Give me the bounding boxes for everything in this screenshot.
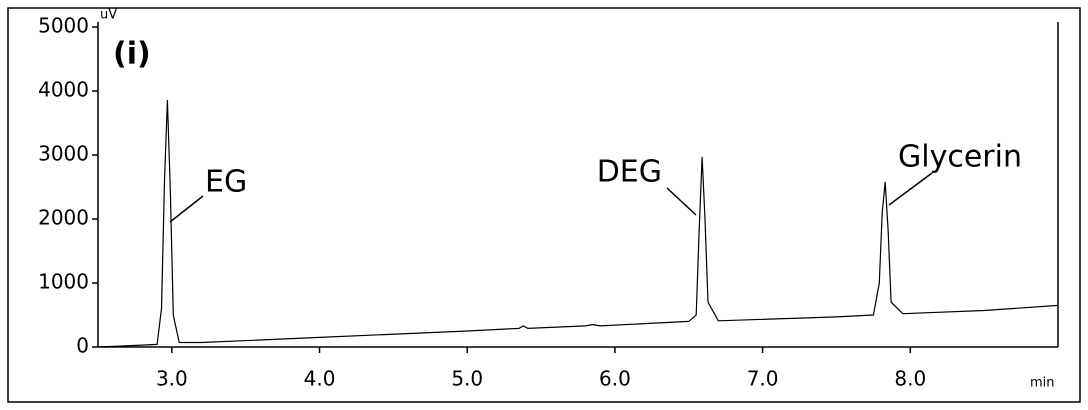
x-tick-label: 3.0 — [156, 367, 188, 391]
trace — [97, 99, 1059, 348]
annotation-leader — [169, 195, 204, 223]
x-tick-label: 6.0 — [599, 367, 631, 391]
y-tick-label: 5000 — [38, 14, 89, 38]
y-tick-label: 1000 — [38, 270, 89, 294]
y-tick-label: 3000 — [38, 142, 89, 166]
x-tick-label: 8.0 — [894, 367, 926, 391]
y-unit: uV — [100, 8, 117, 23]
y-tick-label: 4000 — [38, 78, 89, 102]
x-tick-label: 5.0 — [451, 367, 483, 391]
panel-label: (i) — [113, 37, 151, 72]
x-tick-label: 7.0 — [747, 367, 779, 391]
annotation: DEG — [597, 155, 662, 190]
annotation-leader — [888, 172, 933, 206]
annotation-leader — [666, 187, 697, 216]
y-tick-label: 0 — [76, 334, 89, 358]
annotation: EG — [205, 165, 247, 200]
x-tick-label: 4.0 — [304, 367, 336, 391]
y-tick-label: 2000 — [38, 206, 89, 230]
annotation: Glycerin — [898, 140, 1022, 175]
frame — [7, 7, 1081, 403]
x-unit: min — [1030, 376, 1055, 391]
